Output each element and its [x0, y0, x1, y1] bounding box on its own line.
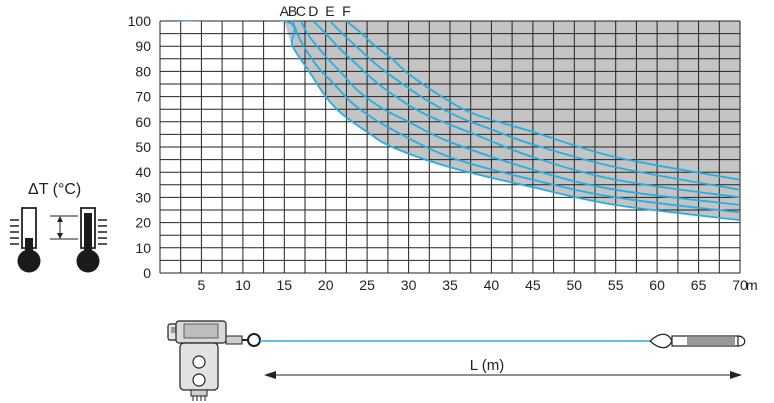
x-axis-ticks: 5 10 15 20 25 30 35 40 45 50 55 60 65 70 — [198, 277, 748, 293]
curve-label-c: C — [296, 3, 306, 19]
thermometer-low-icon — [10, 207, 41, 273]
x-tick-label: 70 — [732, 277, 748, 293]
x-tick-label: 35 — [442, 277, 458, 293]
y-axis-ticks: 0 10 20 30 40 50 60 70 80 90 100 — [128, 13, 152, 281]
curve-label-b: B — [288, 3, 297, 19]
x-tick-label: 20 — [318, 277, 334, 293]
x-tick-label: 40 — [484, 277, 500, 293]
shaded-area — [346, 21, 740, 180]
curve-label-f: F — [342, 3, 351, 19]
y-tick-label: 60 — [135, 114, 151, 130]
spring-icon — [649, 333, 746, 349]
x-tick-label: 45 — [525, 277, 541, 293]
length-label: L (m) — [470, 357, 504, 374]
chart-grid — [159, 20, 741, 274]
x-tick-label: 25 — [359, 277, 375, 293]
series-line-a — [172, 21, 740, 221]
series-line-f — [345, 21, 740, 181]
curve-label-a: A — [280, 3, 290, 19]
x-tick-label: 10 — [235, 277, 251, 293]
length-dimension-arrow — [264, 371, 742, 379]
y-tick-label: 90 — [135, 38, 151, 54]
x-tick-label: 15 — [277, 277, 293, 293]
series-line-e — [329, 21, 740, 191]
series-line-d — [312, 21, 740, 199]
y-tick-label: 70 — [135, 89, 151, 105]
y-tick-label: 100 — [128, 13, 152, 29]
x-axis-unit: m — [746, 277, 758, 293]
chart-series — [172, 21, 740, 221]
x-tick-label: 30 — [401, 277, 417, 293]
y-tick-label: 10 — [135, 240, 151, 256]
series-line-b — [291, 21, 740, 214]
shaded-band — [284, 21, 740, 221]
shaded-region — [284, 21, 740, 221]
rope-pull-switch-icon — [167, 320, 261, 401]
series-line-c — [300, 21, 740, 206]
y-tick-label: 0 — [143, 265, 151, 281]
x-tick-label: 60 — [649, 277, 665, 293]
x-tick-label: 50 — [567, 277, 583, 293]
delta-t-label: ΔT (°C) — [28, 181, 81, 198]
x-tick-label: 65 — [691, 277, 707, 293]
curve-labels: ABC D E F — [280, 3, 351, 19]
curve-label-e: E — [325, 3, 334, 19]
y-tick-label: 20 — [135, 215, 151, 231]
curve-label-d: D — [308, 3, 318, 19]
y-tick-label: 50 — [135, 139, 151, 155]
thermometer-high-icon — [76, 207, 107, 273]
y-tick-label: 40 — [135, 164, 151, 180]
delta-t-indicator — [50, 215, 78, 240]
x-tick-label: 55 — [608, 277, 624, 293]
y-tick-label: 80 — [135, 63, 151, 79]
y-tick-label: 30 — [135, 189, 151, 205]
x-tick-label: 5 — [198, 277, 206, 293]
